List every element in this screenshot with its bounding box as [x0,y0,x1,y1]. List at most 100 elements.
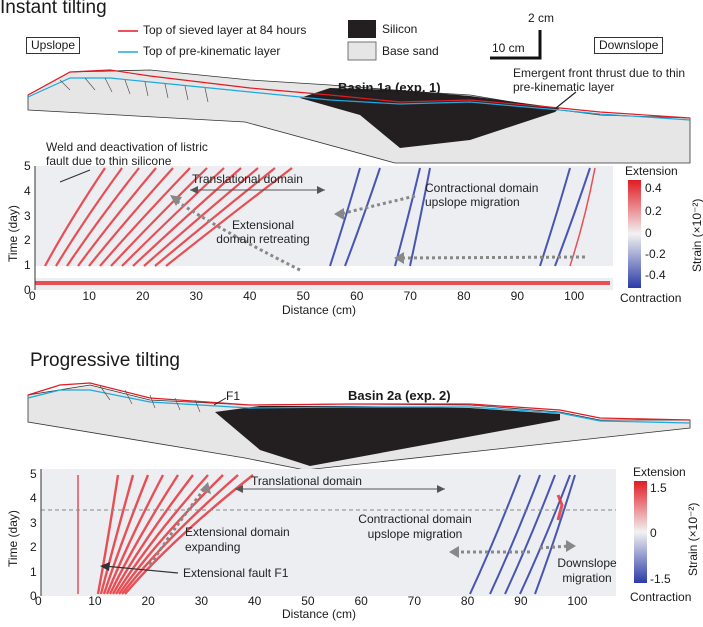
legend-sand-label: Base sand [382,44,439,58]
tick-x-1-3: 30 [194,594,209,608]
scale-bar [490,30,542,60]
tick-y-0-3: 3 [24,208,31,223]
tick-x-0-10: 100 [564,289,585,303]
contraction-streak-b [504,474,556,595]
downslope-box: Downslope [594,37,664,54]
f1-label: F1 [226,389,241,403]
scale-horizontal-label: 10 cm [492,41,525,55]
colorbar-a-bottom: Contraction [620,291,682,305]
extension-streak-b [96,474,120,595]
tick-x-0-0: 0 [29,289,36,303]
contraction-streak-a [329,167,361,267]
legend-silicon-swatch [348,20,376,38]
tick-x-0-9: 90 [510,289,525,303]
downslope-migration-label: Downslope migration [557,556,617,585]
colorbar-b-title: Extension [633,465,686,479]
tick-y-0-0: 0 [24,283,31,297]
arrow-contractional-1 [339,194,416,216]
tick-x-0-8: 80 [457,289,471,303]
tick-y-1-5: 5 [30,466,37,481]
tick-x-1-0: 0 [35,594,42,608]
extension-streak-a [165,167,293,267]
heatmap-b-streaks [77,474,576,595]
tick-x-0-2: 20 [136,289,150,303]
extension-streak-b [111,474,194,595]
extension-streak-b [99,474,135,595]
extension-streak-a [569,167,596,267]
tick-y-0-5: 5 [24,159,31,173]
tick-x-1-4: 40 [247,594,262,608]
tick-x-1-10: 100 [567,594,588,608]
tick-x-1-6: 60 [354,594,368,608]
tick-x-0-4: 40 [243,289,257,303]
basin-2a-label: Basin 2a (exp. 2) [348,388,451,403]
tick-x-0-7: 70 [403,289,417,303]
tick-y-0-1: 1 [24,258,31,273]
translational-domain-b-label: Translational domain [251,474,362,488]
tick-y-1-1: 1 [30,564,37,579]
colorbar-a-title: Extension [625,164,678,178]
contraction-streak-b [519,474,571,595]
tick-x-0-5: 50 [296,289,310,303]
extension-streak-a [154,167,276,267]
colorbar-a-tick-4: -0.4 [645,268,666,282]
legend-silicon-label: Silicon [382,22,418,36]
contraction-streak-a [344,167,381,267]
colorbar-a-tick-0: 0.4 [645,181,662,195]
tick-x-1-7: 70 [407,594,422,608]
contraction-streak-b [469,474,521,595]
extension-streak-a [132,167,242,267]
scale-vertical-label: 2 cm [528,11,555,25]
arrow-extensional-retreating [174,198,301,272]
contractional-domain-a-label: Contractional domain upslope migration [425,181,539,209]
extension-streak-b [108,474,180,595]
tick-y-1-4: 4 [30,491,37,506]
xlabel-a: Distance (cm) [282,303,357,317]
extension-streak-a [143,167,259,267]
extension-streak-a [77,167,157,267]
legend-blue-label: Top of pre-kinematic layer [143,44,281,58]
contraction-streak-a [539,167,571,267]
tick-y-0-4: 4 [24,183,31,198]
arrow-extensional-expanding [148,487,207,566]
extension-streak-b [105,474,165,595]
tick-x-0-1: 10 [82,289,96,303]
contractional-domain-b-label: Contractional domain upslope migration [358,512,472,541]
extensional-fault-f1-label: Extensional fault F1 [183,566,289,580]
tick-y-1-2: 2 [30,540,37,555]
basin-1a-label: Basin 1a (exp. 1) [338,80,441,95]
legend-sand-swatch [347,41,377,61]
tick-x-1-5: 50 [301,594,315,608]
extensional-domain-a-label: Extensional domain retreating [216,218,310,246]
contraction-streak-b [489,474,541,595]
legend-red-label: Top of sieved layer at 84 hours [143,23,307,37]
extension-streak-b [121,474,239,595]
tick-x-0-6: 60 [350,289,364,303]
colorbar-b-tick-1: 0 [650,526,657,540]
colorbar-a-tick-3: -0.2 [645,247,666,261]
extension-streak-a [66,167,140,267]
translational-domain-a-label: Translational domain [192,172,303,186]
tick-x-1-9: 90 [514,594,528,608]
tick-y-1-0: 0 [30,589,37,603]
extension-streak-a [121,167,225,267]
tick-y-0-2: 2 [24,233,31,248]
contraction-streak-a [409,167,431,267]
weld-annotation: Weld and deactivation of listric fault d… [46,140,208,168]
extension-streak-b [102,474,150,595]
emergent-thrust-annotation: Emergent front thrust due to thin pre-ki… [513,66,686,94]
colorbar-b-label: Strain (×10⁻²) [686,502,700,576]
extension-streak-a [88,167,174,267]
colorbar-a-tick-2: 0 [645,226,652,240]
xlabel-b: Distance (cm) [282,607,357,621]
extension-streak-b [556,494,564,521]
extension-streak-b [114,474,209,595]
extension-streak-a [55,167,123,267]
